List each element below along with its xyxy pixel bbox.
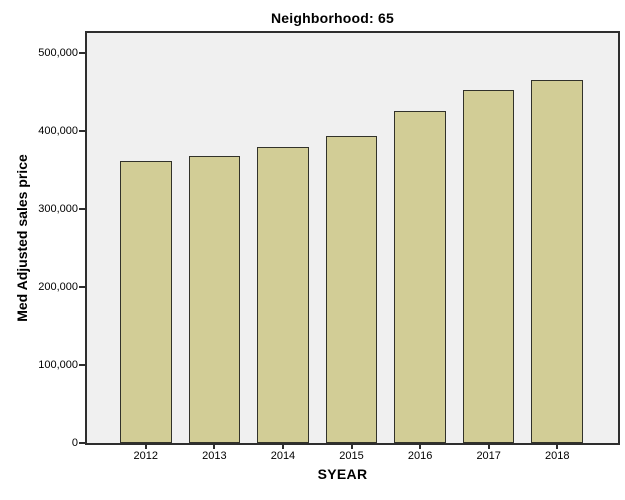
y-axis-title: Med Adjusted sales price [14,154,30,322]
bars-row [87,33,618,443]
y-tick-label: 200,000 [38,280,78,293]
x-tick-label: 2012 [133,450,159,462]
bar-2014 [257,147,309,443]
x-tick-mark [350,445,353,449]
x-axis-labels: 2012 2013 2014 2015 2016 2017 2018 [87,445,618,463]
y-tick-label: 0 [71,436,78,449]
y-tick-mark [79,286,85,288]
chart-title: Neighborhood: 65 [271,10,394,26]
y-tick-label: 100,000 [38,358,78,371]
x-tick-label: 2017 [476,450,501,462]
y-tick-mark [79,208,85,210]
x-tick-label: 2013 [202,450,227,462]
x-tick-label: 2014 [270,450,296,462]
y-tick-label: 300,000 [38,202,78,215]
x-tick-mark [281,445,284,449]
x-tick-mark [419,445,422,449]
y-tick-label: 500,000 [38,46,78,59]
x-category-2013: 2013 [189,445,241,463]
x-category-2014: 2014 [257,445,309,463]
x-category-2012: 2012 [120,445,172,463]
y-tick-mark [79,364,85,366]
y-tick-label: 400,000 [38,124,78,137]
x-axis-title: SYEAR [317,466,368,482]
x-category-2018: 2018 [531,445,583,463]
x-category-2017: 2017 [463,445,515,463]
x-tick-mark [213,445,216,449]
y-tick-mark [79,52,85,54]
x-tick-label: 2016 [407,450,433,462]
bar-2015 [325,136,378,443]
x-tick-mark [144,445,147,449]
bar-2013 [188,156,241,443]
x-category-2015: 2015 [326,445,378,463]
x-tick-mark [556,445,559,449]
bar-2017 [462,90,515,443]
y-tick-mark [79,130,85,132]
y-tick-mark [79,442,85,444]
plot-area [85,31,620,445]
bar-2018 [531,80,584,443]
x-tick-mark [487,445,490,449]
bar-2016 [394,111,446,443]
bar-2012 [120,161,172,443]
x-category-2016: 2016 [394,445,446,463]
x-tick-label: 2015 [339,450,364,462]
x-tick-label: 2018 [545,450,570,462]
